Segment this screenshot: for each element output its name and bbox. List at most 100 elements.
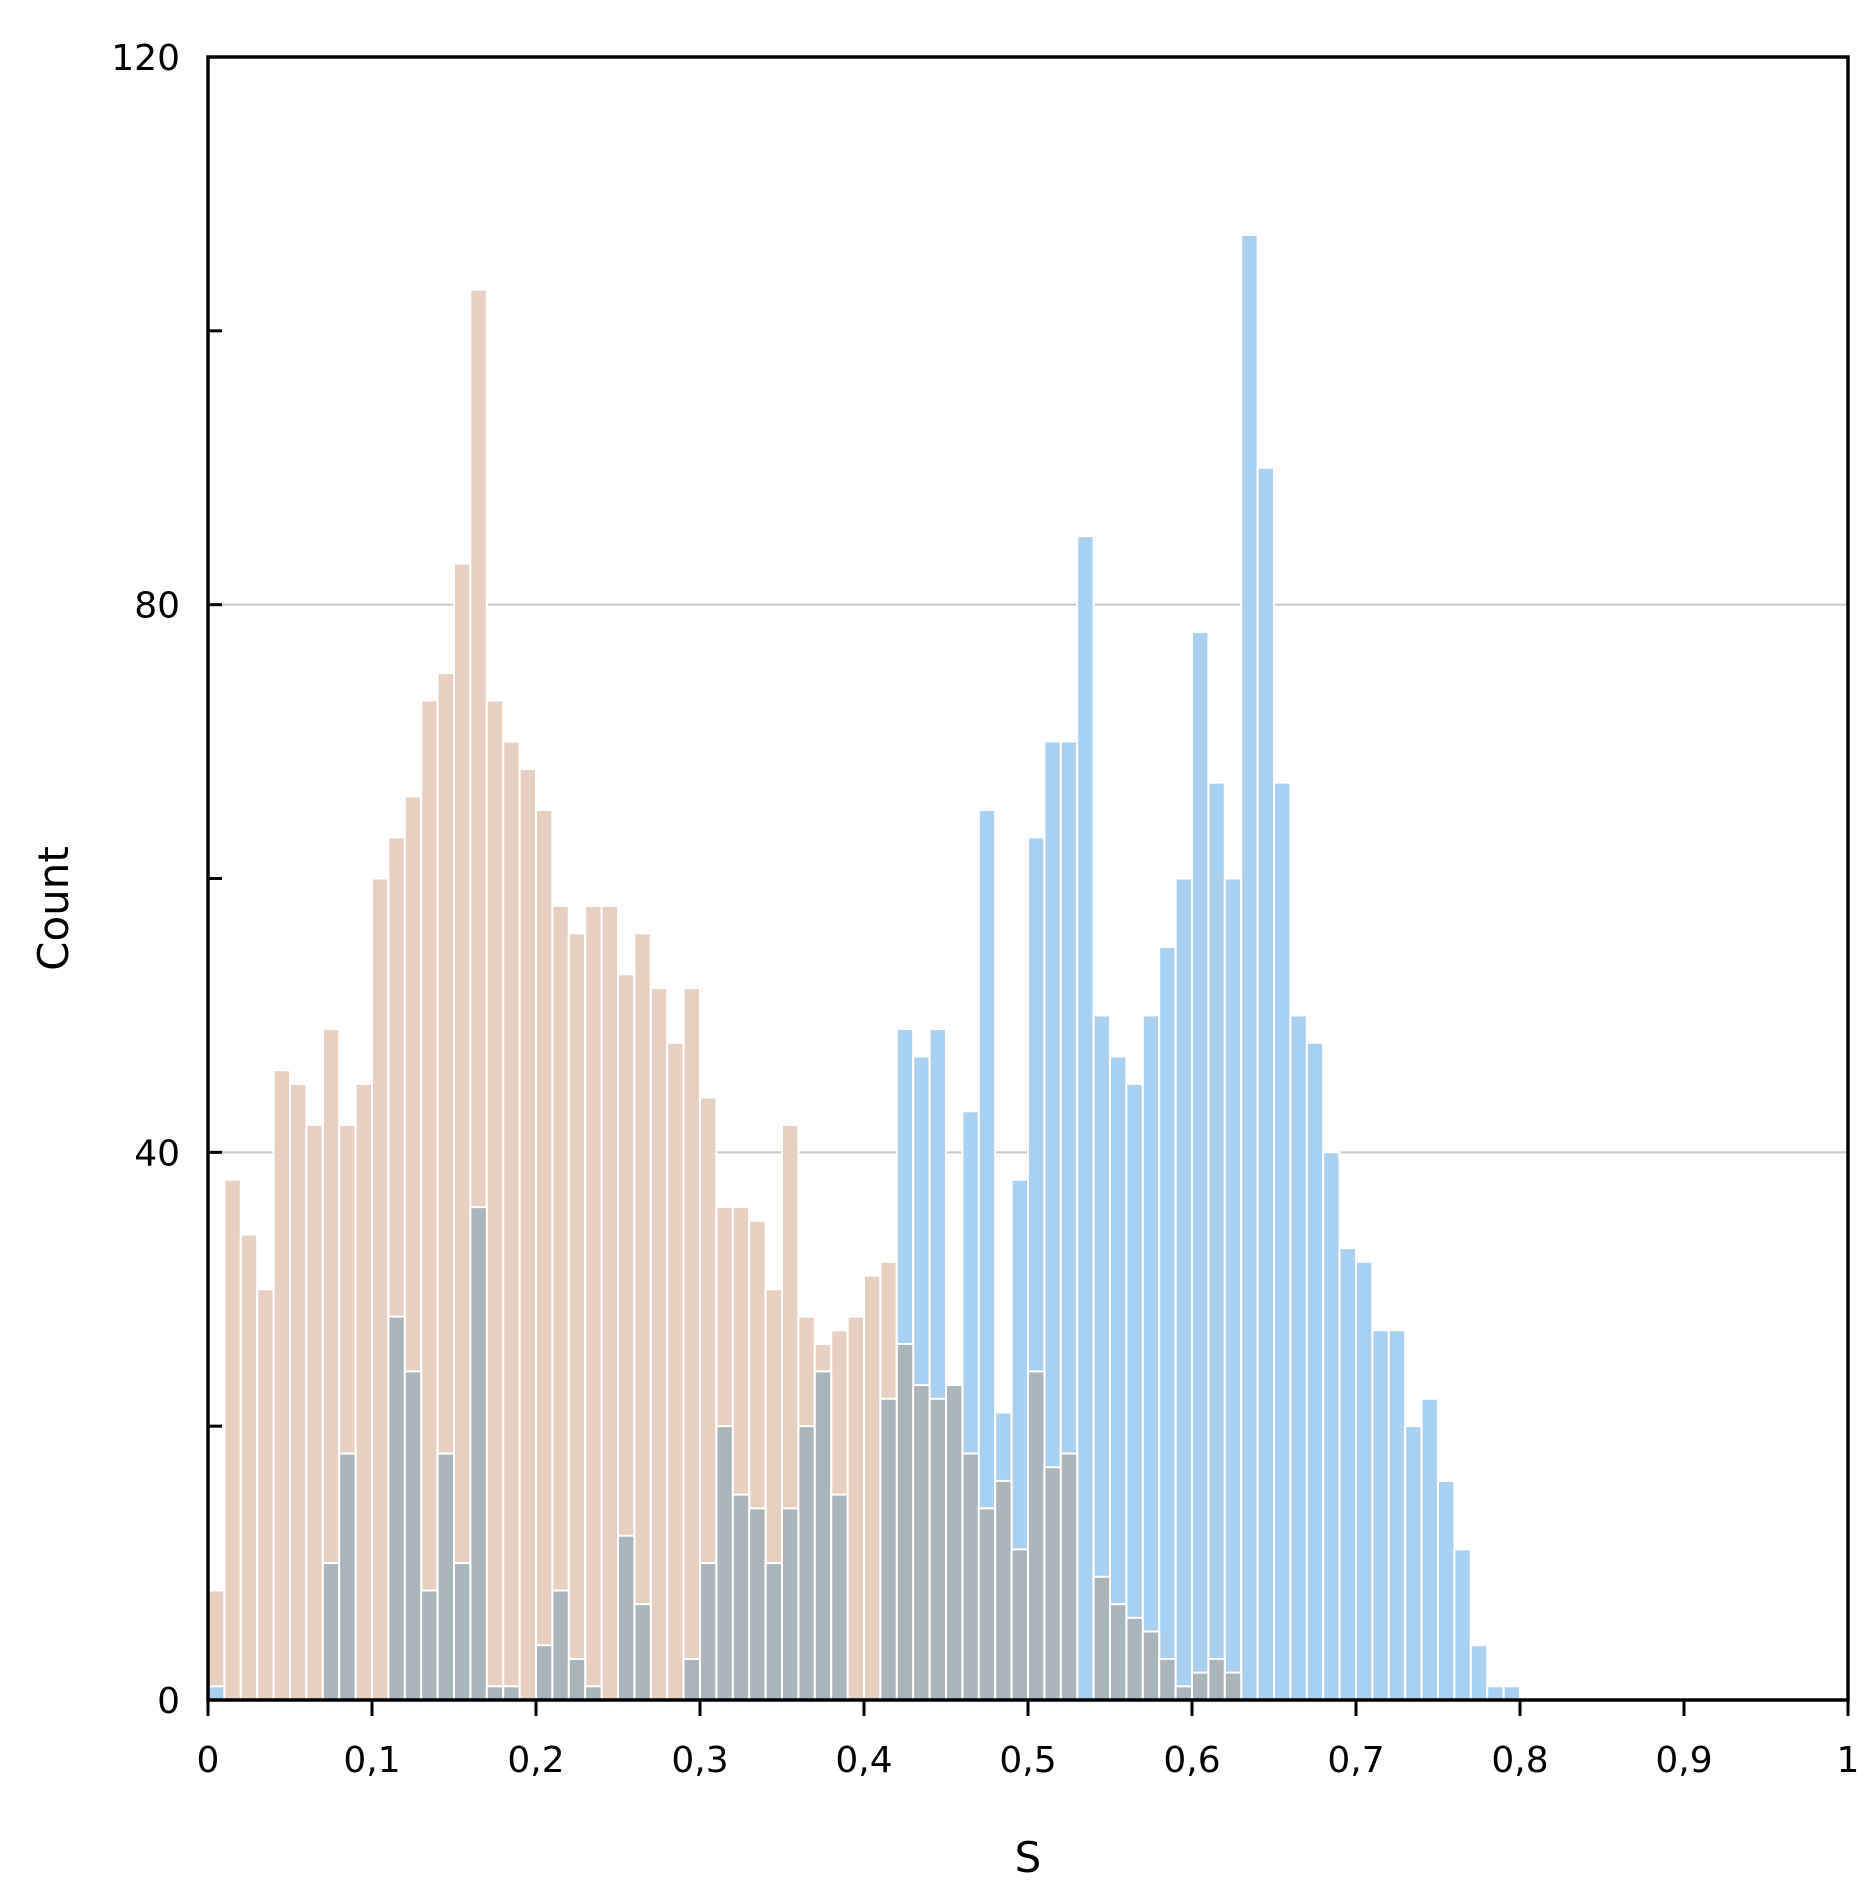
histogram-bar — [994, 1479, 1013, 1702]
histogram-bar — [567, 1657, 587, 1702]
histogram-bar — [682, 1657, 701, 1702]
histogram-bar — [239, 1233, 259, 1701]
x-tick-label: 0,7 — [1327, 1740, 1384, 1781]
histogram-bar — [469, 1206, 488, 1701]
histogram-bar — [879, 1397, 898, 1702]
histogram-bar — [1387, 1329, 1407, 1701]
histogram-bar — [272, 1069, 292, 1702]
y-tick-label: 40 — [134, 1133, 180, 1174]
x-tick-label: 0,4 — [835, 1740, 892, 1781]
histogram-bar — [1027, 1370, 1046, 1702]
histogram-bar — [502, 740, 521, 1701]
histogram-bar — [1141, 1014, 1161, 1701]
y-tick-label: 120 — [111, 38, 180, 79]
histogram-bar — [1486, 1685, 1505, 1702]
histogram-bar — [863, 1274, 882, 1702]
histogram-bar — [338, 1452, 357, 1702]
histogram-bar — [1059, 1452, 1079, 1702]
histogram-bar — [518, 767, 537, 1701]
histogram-bar — [1207, 1657, 1226, 1702]
y-tick-label: 80 — [134, 586, 180, 627]
histogram-bar — [1338, 1247, 1357, 1702]
histogram-bar — [1404, 1425, 1423, 1702]
histogram-bar — [1240, 233, 1259, 1702]
histogram-bar — [1273, 781, 1292, 1701]
histogram-bar — [633, 932, 652, 1701]
x-tick-label: 0,8 — [1491, 1740, 1548, 1781]
histogram-bar — [1141, 1630, 1161, 1702]
tick-labels: 0 40 80 120 0 0,1 0,2 0,3 0,4 0,5 0,6 0,7 0,8 0,9 1 — [111, 38, 1859, 1781]
histogram-bar — [1453, 1548, 1472, 1702]
histogram-bar — [1191, 631, 1210, 1701]
histogram-bar — [1371, 1329, 1390, 1701]
histogram-bar — [1158, 1657, 1177, 1702]
histogram-bar — [617, 1534, 636, 1701]
x-tick-label: 0 — [197, 1740, 220, 1781]
histogram-bar — [1191, 1671, 1210, 1701]
histogram-bar — [403, 1370, 423, 1702]
histogram-bar — [436, 1452, 456, 1702]
histogram-bar — [207, 1685, 226, 1702]
histogram-bar — [649, 987, 669, 1701]
histogram-bar — [1158, 945, 1177, 1701]
histogram-bar — [1223, 1671, 1243, 1701]
histogram-bar — [797, 1425, 816, 1702]
histogram-bar — [1043, 1466, 1062, 1701]
histogram-bar — [551, 904, 570, 1701]
y-axis-title: Count — [29, 846, 78, 971]
histogram-bar — [1223, 877, 1243, 1701]
histogram-bar — [387, 1315, 406, 1701]
histogram-bar — [584, 904, 603, 1701]
histogram-bar — [1305, 1041, 1325, 1702]
histogram-bar — [977, 1507, 997, 1701]
histogram-bar — [1010, 1548, 1029, 1702]
histogram-bar — [207, 1589, 226, 1701]
histogram-bar — [813, 1370, 833, 1702]
histogram-bar — [682, 987, 701, 1701]
histogram-bar — [567, 932, 587, 1701]
histogram-bar — [666, 1041, 685, 1702]
histogram-bar — [748, 1507, 767, 1701]
histogram-bar — [928, 1397, 947, 1702]
histogram-bar — [781, 1507, 800, 1701]
histogram-bar — [1355, 1260, 1374, 1701]
x-tick-label: 0,1 — [343, 1740, 400, 1781]
histogram-bar — [1502, 1685, 1521, 1702]
histogram-bar — [453, 1562, 472, 1701]
x-tick-label: 0,3 — [671, 1740, 728, 1781]
histogram-bar — [223, 1178, 242, 1701]
histogram-bar — [1322, 1151, 1341, 1701]
histogram-bar — [1289, 1014, 1308, 1701]
x-tick-label: 0,6 — [1163, 1740, 1220, 1781]
histogram-bar — [485, 699, 505, 1701]
histogram-bar — [1207, 781, 1226, 1701]
histogram-bar — [1092, 1575, 1111, 1702]
histogram-bar — [584, 1685, 603, 1702]
histogram-bar — [1437, 1479, 1456, 1702]
histogram-bar — [289, 1082, 308, 1702]
histogram-bar — [1109, 1603, 1128, 1702]
histogram-bar — [764, 1562, 783, 1701]
x-tick-label: 1 — [1837, 1740, 1860, 1781]
histogram-bar — [1076, 535, 1095, 1702]
histogram-bar — [256, 1288, 275, 1701]
bars — [207, 233, 1521, 1702]
histogram-bar — [1469, 1644, 1489, 1701]
y-tick-label: 0 — [157, 1681, 180, 1722]
histogram-bar — [420, 699, 439, 1701]
histogram-bar — [961, 1452, 980, 1702]
histogram-bar — [895, 1343, 915, 1702]
x-tick-label: 0,5 — [999, 1740, 1056, 1781]
histogram-bar — [371, 877, 390, 1701]
histogram-bar — [535, 1644, 554, 1701]
histogram-bar — [633, 1603, 652, 1702]
histogram-bar — [1256, 466, 1275, 1701]
histogram-bar — [551, 1589, 570, 1701]
histogram-bar — [1174, 877, 1193, 1701]
histogram-bar — [502, 1685, 521, 1702]
histogram-bar — [600, 904, 619, 1701]
x-tick-label: 0,9 — [1655, 1740, 1712, 1781]
histogram-bar — [485, 1685, 505, 1702]
histogram-bar — [535, 809, 554, 1701]
histogram-bar — [715, 1425, 734, 1702]
